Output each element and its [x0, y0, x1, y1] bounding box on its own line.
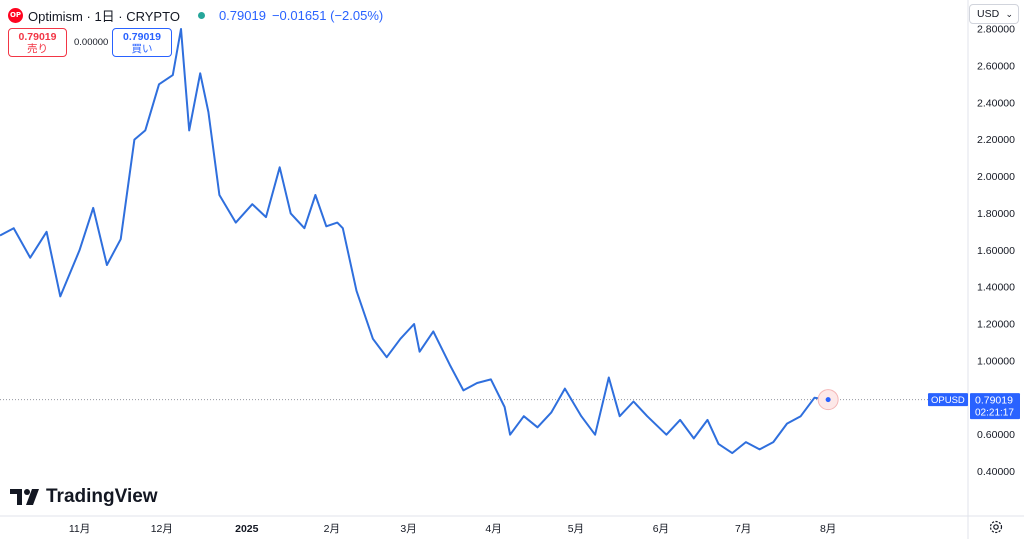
- last-price-badge: OPUSD 0.79019 02:21:17: [928, 393, 1020, 420]
- badge-countdown: 02:21:17: [975, 408, 1014, 419]
- y-tick-label: 2.40000: [977, 97, 1015, 109]
- y-tick-label: 1.40000: [977, 282, 1015, 294]
- plot-area[interactable]: [0, 0, 968, 516]
- sell-price: 0.79019: [18, 30, 57, 43]
- optimism-logo-icon: OP: [8, 7, 23, 23]
- y-tick-label: 2.60000: [977, 60, 1015, 72]
- market-open-dot-icon: [197, 11, 205, 19]
- currency-selector[interactable]: USD ⌄: [969, 4, 1019, 24]
- brand-name: TradingView: [46, 486, 158, 507]
- badge-price-bg: [970, 393, 1020, 420]
- x-tick-label: 5月: [568, 523, 584, 535]
- y-tick-label: 2.20000: [977, 134, 1015, 146]
- sell-label: 売り: [27, 42, 48, 55]
- x-tick-label: 2025: [235, 523, 259, 535]
- y-tick-label: 1.80000: [977, 208, 1015, 220]
- badge-price: 0.79019: [975, 395, 1013, 407]
- currency-label: USD: [977, 8, 1000, 20]
- sell-button[interactable]: 0.79019 売り: [8, 28, 67, 57]
- last-point: [825, 397, 831, 403]
- x-tick-label: 12月: [151, 523, 173, 535]
- y-tick-label: 1.60000: [977, 245, 1015, 257]
- spread-value: 0.00000: [74, 37, 109, 48]
- badge-symbol: OPUSD: [931, 395, 965, 406]
- buy-price: 0.79019: [123, 30, 161, 43]
- y-tick-label: 0.40000: [977, 466, 1015, 478]
- buy-button[interactable]: 0.79019 買い: [112, 28, 172, 57]
- x-tick-label: 7月: [735, 523, 751, 535]
- symbol-title[interactable]: Optimism · 1日 · CRYPTO: [28, 8, 180, 24]
- header-change: −0.01651 (−2.05%): [271, 7, 384, 23]
- tradingview-logo-icon: [10, 489, 39, 505]
- tradingview-watermark[interactable]: TradingView: [10, 486, 158, 508]
- badge-symbol-bg: [928, 393, 968, 407]
- x-tick-label: 2月: [324, 523, 340, 535]
- x-tick-label: 8月: [820, 523, 836, 535]
- header-price: 0.79019: [218, 7, 266, 23]
- y-tick-label: 1.00000: [977, 355, 1015, 367]
- x-tick-label: 6月: [653, 523, 669, 535]
- y-tick-label: 1.20000: [977, 319, 1015, 331]
- chevron-down-icon: ⌄: [1005, 8, 1013, 19]
- symbol-header[interactable]: OP Optimism · 1日 · CRYPTO 0.79019 −0.016…: [8, 6, 383, 24]
- x-tick-label: 11月: [69, 523, 90, 535]
- y-tick-label: 0.60000: [977, 429, 1015, 441]
- x-tick-label: 4月: [485, 523, 501, 535]
- buy-label: 買い: [131, 42, 153, 55]
- y-tick-label: 2.80000: [977, 24, 1015, 36]
- gear-icon[interactable]: [988, 519, 1004, 535]
- x-tick-label: 3月: [400, 523, 416, 535]
- y-tick-label: 2.00000: [977, 171, 1015, 183]
- series-line-opusd: [0, 28, 829, 455]
